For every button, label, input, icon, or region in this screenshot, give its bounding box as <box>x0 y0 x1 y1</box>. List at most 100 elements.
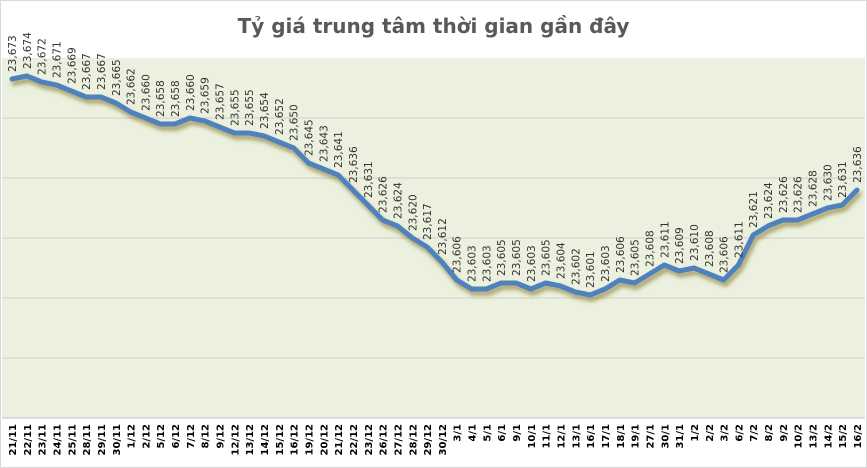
x-tick-label: 15/2 <box>838 424 849 449</box>
data-label: 23,655 <box>244 89 256 126</box>
data-label: 23,624 <box>763 182 775 219</box>
x-tick-label: 3/1 <box>453 424 464 442</box>
x-tick-label: 23/11 <box>38 424 49 456</box>
data-label: 23,672 <box>37 38 49 75</box>
data-label: 23,612 <box>437 218 449 255</box>
data-label: 23,608 <box>704 230 716 267</box>
data-label: 23,601 <box>585 251 597 288</box>
x-tick-label: 27/12 <box>393 424 404 456</box>
x-tick-label: 24/11 <box>52 424 63 456</box>
x-tick-label: 6/1 <box>497 424 508 442</box>
x-tick-label: 20/12 <box>319 424 330 456</box>
x-tick-label: 1/2 <box>690 424 701 442</box>
x-tick-label: 7/2 <box>749 424 760 442</box>
x-tick-label: 5/1 <box>482 424 493 442</box>
data-label: 23,669 <box>66 47 78 84</box>
data-label: 23,605 <box>630 239 642 276</box>
data-label: 23,611 <box>733 221 745 258</box>
x-tick-label: 7/12 <box>186 424 197 449</box>
x-tick-label: 10/2 <box>794 424 805 449</box>
x-tick-label: 23/12 <box>364 424 375 456</box>
x-tick-label: 19/12 <box>304 424 315 456</box>
x-tick-label: 15/12 <box>275 424 286 456</box>
x-tick-label: 21/12 <box>334 424 345 456</box>
x-tick-label: 31/1 <box>675 424 686 449</box>
x-tick-label: 13/2 <box>809 424 820 449</box>
data-label: 23,658 <box>155 80 167 117</box>
x-tick-label: 6/2 <box>734 424 745 442</box>
x-tick-label: 29/12 <box>423 424 434 456</box>
x-tick-label: 2/2 <box>705 424 716 442</box>
x-tick-label: 22/11 <box>23 424 34 456</box>
data-label: 23,652 <box>274 98 286 135</box>
chart-title: Tỷ giá trung tâm thời gian gần đây <box>237 14 630 38</box>
data-label: 23,659 <box>200 77 212 114</box>
x-tick-label: 6/12 <box>171 424 182 449</box>
x-tick-label: 16/1 <box>586 424 597 449</box>
data-label: 23,674 <box>22 32 34 69</box>
data-label: 23,665 <box>111 59 123 96</box>
x-tick-label: 26/12 <box>379 424 390 456</box>
data-label: 23,654 <box>259 92 271 129</box>
data-label: 23,606 <box>719 236 731 273</box>
data-label: 23,631 <box>363 161 375 198</box>
x-tick-label: 28/12 <box>408 424 419 456</box>
data-label: 23,636 <box>852 146 864 183</box>
data-label: 23,628 <box>808 170 820 207</box>
x-tick-label: 12/1 <box>557 424 568 449</box>
x-tick-label: 30/1 <box>660 424 671 449</box>
x-tick-label: 4/1 <box>468 424 479 442</box>
data-label: 23,611 <box>659 221 671 258</box>
x-tick-label: 8/2 <box>764 424 775 442</box>
x-tick-label: 16/2 <box>853 424 864 449</box>
x-tick-label: 9/12 <box>216 424 227 449</box>
data-label: 23,620 <box>407 194 419 231</box>
data-label: 23,606 <box>452 236 464 273</box>
data-label: 23,643 <box>318 125 330 162</box>
x-tick-label: 3/2 <box>720 424 731 442</box>
x-tick-label: 16/12 <box>290 424 301 456</box>
x-tick-label: 12/12 <box>230 424 241 456</box>
x-tick-label: 1/12 <box>127 424 138 449</box>
data-label: 23,636 <box>348 146 360 183</box>
data-line <box>9 73 860 298</box>
x-tick-label: 10/1 <box>527 424 538 449</box>
data-label: 23,626 <box>793 176 805 213</box>
x-tick-label: 29/11 <box>97 424 108 456</box>
data-label: 23,603 <box>600 245 612 282</box>
data-label: 23,606 <box>615 236 627 273</box>
data-label: 23,603 <box>526 245 538 282</box>
data-label: 23,662 <box>126 68 138 105</box>
data-label: 23,660 <box>140 74 152 111</box>
data-label: 23,603 <box>467 245 479 282</box>
x-tick-label: 30/11 <box>112 424 123 456</box>
data-label: 23,673 <box>7 35 19 72</box>
x-tick-label: 25/11 <box>67 424 78 456</box>
data-label: 23,603 <box>481 245 493 282</box>
data-label: 23,667 <box>96 53 108 90</box>
x-tick-label: 2/12 <box>141 424 152 449</box>
x-tick-label: 28/11 <box>82 424 93 456</box>
x-tick-label: 14/12 <box>260 424 271 456</box>
x-tick-label: 27/1 <box>645 424 656 449</box>
data-label: 23,641 <box>333 131 345 168</box>
data-label: 23,658 <box>170 80 182 117</box>
data-label: 23,657 <box>215 83 227 120</box>
data-label: 23,605 <box>541 239 553 276</box>
x-tick-label: 8/12 <box>201 424 212 449</box>
data-label: 23,609 <box>674 227 686 264</box>
data-label: 23,617 <box>422 203 434 240</box>
data-label: 23,626 <box>778 176 790 213</box>
x-tick-label: 18/1 <box>616 424 627 449</box>
data-label: 23,667 <box>81 53 93 90</box>
x-tick-label: 19/1 <box>631 424 642 449</box>
data-label: 23,631 <box>837 161 849 198</box>
x-tick-label: 21/11 <box>8 424 19 456</box>
x-tick-label: 17/1 <box>601 424 612 449</box>
x-tick-label: 13/1 <box>571 424 582 449</box>
x-tick-label: 9/2 <box>779 424 790 442</box>
data-label: 23,605 <box>496 239 508 276</box>
data-label: 23,645 <box>304 119 316 156</box>
x-tick-label: 11/1 <box>542 424 553 449</box>
